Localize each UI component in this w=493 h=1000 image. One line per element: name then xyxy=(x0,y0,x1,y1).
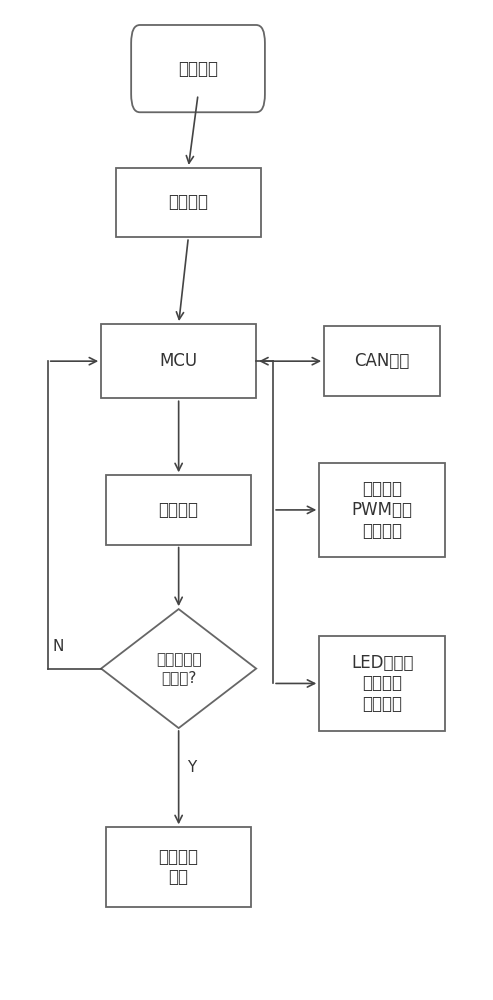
Text: LED指示系
统运行状
态及故障: LED指示系 统运行状 态及故障 xyxy=(351,654,414,713)
Text: 绝缘电阻
检测: 绝缘电阻 检测 xyxy=(159,848,199,886)
Bar xyxy=(324,326,440,396)
Polygon shape xyxy=(101,609,256,728)
Bar xyxy=(319,463,445,557)
Text: Y: Y xyxy=(187,760,197,775)
Text: 电压注入: 电压注入 xyxy=(159,501,199,519)
Text: 开关量或
PWM指示
绝缘故障: 开关量或 PWM指示 绝缘故障 xyxy=(352,480,413,540)
Text: MCU: MCU xyxy=(160,352,198,370)
Text: 电源接入: 电源接入 xyxy=(178,60,218,78)
Text: CAN通信: CAN通信 xyxy=(354,352,410,370)
Bar xyxy=(106,475,251,545)
Text: N: N xyxy=(53,639,64,654)
Bar xyxy=(116,168,261,237)
Bar xyxy=(101,324,256,398)
Text: 检测注入电
压成功?: 检测注入电 压成功? xyxy=(156,652,202,685)
Text: 电源保护: 电源保护 xyxy=(168,193,209,211)
Bar xyxy=(106,827,251,907)
FancyBboxPatch shape xyxy=(131,25,265,112)
Bar xyxy=(319,636,445,731)
